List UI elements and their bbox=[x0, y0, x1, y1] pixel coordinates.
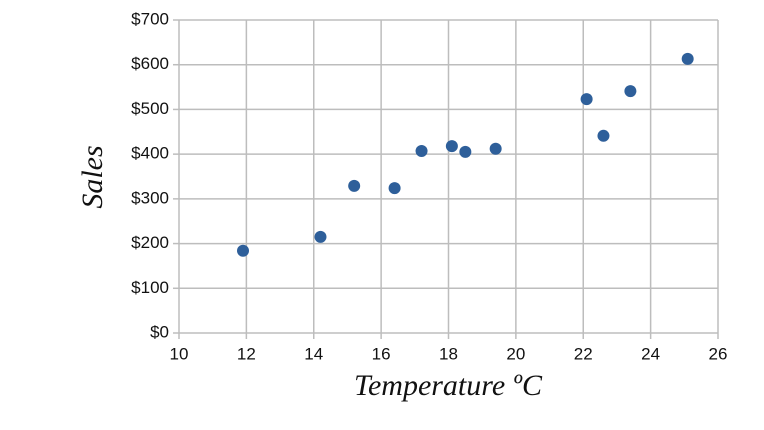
point bbox=[624, 85, 637, 98]
point bbox=[445, 140, 458, 153]
x-tick-label: 16 bbox=[372, 344, 391, 363]
y-tick-label: $0 bbox=[150, 322, 169, 341]
x-axis-title: Temperature ºC bbox=[354, 369, 543, 402]
y-tick-label: $400 bbox=[131, 144, 169, 163]
y-tick-label: $500 bbox=[131, 99, 169, 118]
x-tick-label: 22 bbox=[574, 344, 593, 363]
x-tick-label: 26 bbox=[709, 344, 728, 363]
point bbox=[314, 230, 327, 243]
point bbox=[237, 244, 250, 257]
point bbox=[388, 182, 401, 195]
point bbox=[415, 145, 428, 158]
x-tick-label: 24 bbox=[641, 344, 660, 363]
y-tick-label: $600 bbox=[131, 54, 169, 73]
x-tick-label: 12 bbox=[237, 344, 256, 363]
point bbox=[459, 145, 472, 158]
point bbox=[681, 52, 694, 65]
x-tick-label: 20 bbox=[506, 344, 525, 363]
y-tick-label: $100 bbox=[131, 278, 169, 297]
x-tick-label: 18 bbox=[439, 344, 458, 363]
y-tick-label: $700 bbox=[131, 9, 169, 28]
x-tick-label: 10 bbox=[170, 344, 189, 363]
point bbox=[580, 93, 593, 106]
point bbox=[597, 129, 610, 142]
point bbox=[348, 179, 361, 192]
y-axis-title: Sales bbox=[76, 145, 109, 208]
y-tick-label: $300 bbox=[131, 188, 169, 207]
y-tick-label: $200 bbox=[131, 233, 169, 252]
point bbox=[489, 142, 502, 155]
x-tick-label: 14 bbox=[304, 344, 323, 363]
